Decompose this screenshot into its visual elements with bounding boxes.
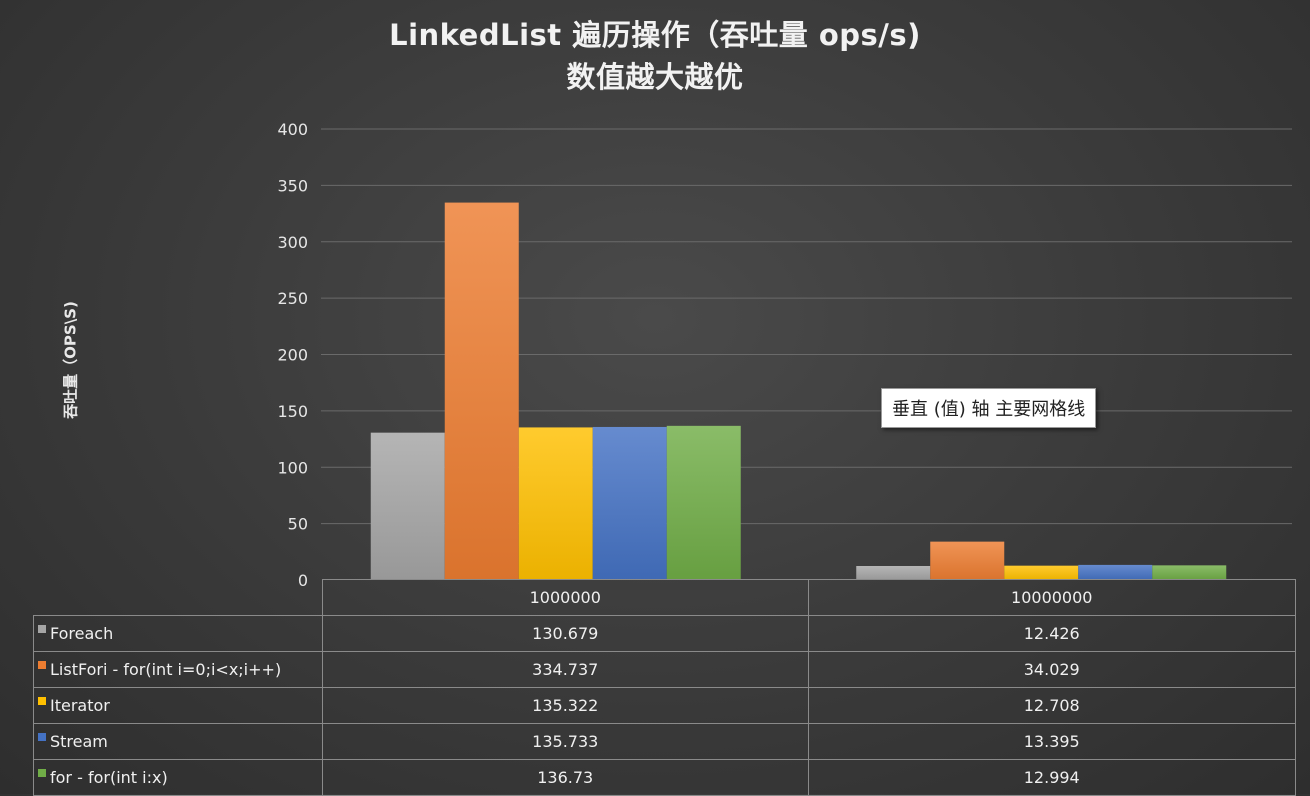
data-label: 12.994 <box>808 759 1296 796</box>
bar-3-2 <box>1004 565 1079 580</box>
bar-2-1 <box>444 202 519 580</box>
y-tick-label: 50 <box>288 515 308 534</box>
table-row: Stream 135.733 13.395 <box>33 723 1296 760</box>
chart-title-line-1: LinkedList 遍历操作（吞吐量 ops/s) <box>389 18 921 52</box>
data-label: 334.737 <box>321 651 809 688</box>
table-corner <box>33 579 323 616</box>
table-row: for - for(int i:x) 136.73 12.994 <box>33 759 1296 796</box>
chart-title-line-2: 数值越大越优 <box>566 60 744 94</box>
table-category-header: 10000000 <box>808 579 1296 616</box>
table-row: Foreach 130.679 12.426 <box>33 615 1296 652</box>
data-label: 130.679 <box>321 615 809 652</box>
data-label: 13.395 <box>808 723 1296 760</box>
y-tick-label: 250 <box>277 289 308 308</box>
legend-label: Iterator <box>50 696 110 715</box>
legend-entry: Stream <box>33 723 323 760</box>
chart-title: LinkedList 遍历操作（吞吐量 ops/s) 数值越大越优 <box>0 14 1310 98</box>
y-tick-label: 100 <box>277 458 308 477</box>
gridline-tooltip: 垂直 (值) 轴 主要网格线 <box>881 388 1097 428</box>
y-tick-label: 300 <box>277 233 308 252</box>
bar-5-2 <box>1152 565 1227 580</box>
data-table: 1000000 10000000 Foreach 130.679 12.426 ListF… <box>33 579 1296 796</box>
legend-entry: for - for(int i:x) <box>33 759 323 796</box>
y-tick-label: 350 <box>277 176 308 195</box>
data-label: 136.73 <box>321 759 809 796</box>
y-tick-label: 200 <box>277 346 308 365</box>
legend-swatch <box>38 625 46 633</box>
bar-2-2 <box>930 541 1005 580</box>
table-row: Iterator 135.322 12.708 <box>33 687 1296 724</box>
legend-swatch <box>38 769 46 777</box>
bar-3-1 <box>518 427 593 580</box>
legend-label: for - for(int i:x) <box>50 768 168 787</box>
legend-entry: Foreach <box>33 615 323 652</box>
legend-label: Stream <box>50 732 108 751</box>
bar-1-1 <box>370 432 445 580</box>
bar-1-2 <box>856 565 931 580</box>
data-label: 12.708 <box>808 687 1296 724</box>
data-label: 34.029 <box>808 651 1296 688</box>
y-tick-label: 400 <box>277 120 308 139</box>
legend-label: ListFori - for(int i=0;i<x;i++) <box>50 660 282 679</box>
table-category-header: 1000000 <box>321 579 809 616</box>
table-row: ListFori - for(int i=0;i<x;i++) 334.737 34… <box>33 651 1296 688</box>
legend-swatch <box>38 661 46 669</box>
legend-entry: Iterator <box>33 687 323 724</box>
data-label: 135.733 <box>321 723 809 760</box>
y-tick-label: 150 <box>277 402 308 421</box>
legend-entry: ListFori - for(int i=0;i<x;i++) <box>33 651 323 688</box>
bar-4-2 <box>1078 564 1153 580</box>
legend-label: Foreach <box>50 624 114 643</box>
bar-5-1 <box>666 425 741 580</box>
bar-4-1 <box>592 426 667 580</box>
legend-swatch <box>38 733 46 741</box>
data-label: 135.322 <box>321 687 809 724</box>
data-label: 12.426 <box>808 615 1296 652</box>
legend-swatch <box>38 697 46 705</box>
